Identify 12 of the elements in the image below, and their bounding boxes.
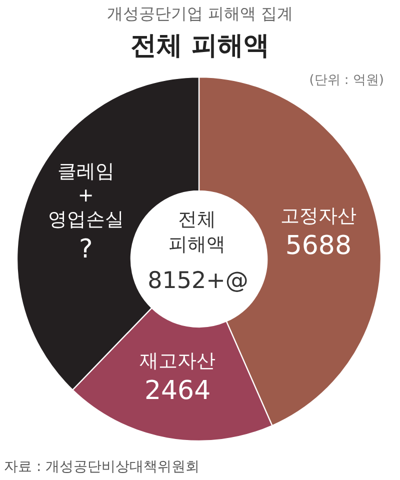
- slice-label: 재고자산: [140, 350, 216, 372]
- text: 전체 피해액: [168, 208, 226, 256]
- chart-title: 전체 피해액: [130, 31, 270, 61]
- chart-subtitle: 개성공단기업 피해액 집계: [106, 4, 294, 23]
- text: 자료 : 개성공단비상대책위원회: [4, 459, 200, 475]
- slice-label: 고정자산: [280, 204, 356, 227]
- text: 8152+@: [148, 268, 248, 294]
- data-label: 5688: [285, 230, 352, 261]
- data-label: 2464: [144, 376, 211, 406]
- data-label: ?: [78, 234, 93, 264]
- slice-label: 클레임 + 영업손실: [48, 160, 124, 230]
- text: (단위 : 억원): [309, 73, 384, 88]
